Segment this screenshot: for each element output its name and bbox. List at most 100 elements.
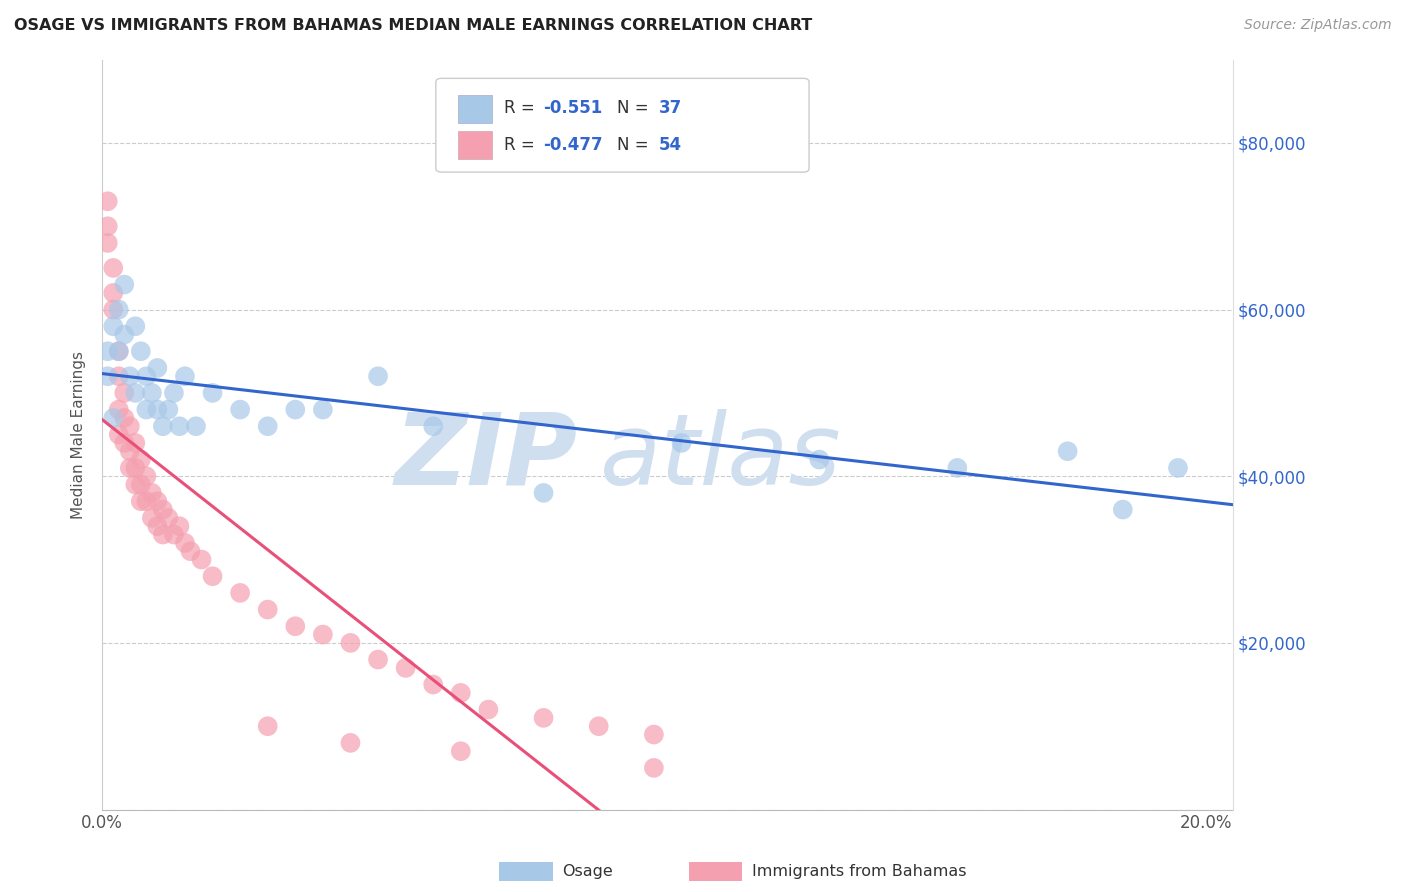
Point xyxy=(256,602,278,616)
Point xyxy=(146,494,169,508)
Point xyxy=(229,586,252,600)
Point xyxy=(395,661,418,675)
Point xyxy=(643,727,665,741)
Point xyxy=(339,636,361,650)
Text: Osage: Osage xyxy=(562,864,613,879)
Point xyxy=(135,494,157,508)
Point xyxy=(112,277,135,292)
Text: Source: ZipAtlas.com: Source: ZipAtlas.com xyxy=(1244,18,1392,32)
Point xyxy=(103,260,125,275)
Point xyxy=(256,419,278,434)
FancyBboxPatch shape xyxy=(436,78,808,172)
Point xyxy=(284,402,307,417)
Point xyxy=(643,761,665,775)
Point xyxy=(367,369,389,384)
Point xyxy=(201,385,224,400)
Point xyxy=(103,319,125,334)
Point xyxy=(284,619,307,633)
Point xyxy=(97,369,120,384)
Point xyxy=(118,419,141,434)
Point xyxy=(1112,502,1135,516)
Point xyxy=(107,427,129,442)
Point xyxy=(152,527,174,541)
Point xyxy=(157,511,180,525)
Point xyxy=(422,419,444,434)
Point xyxy=(97,235,120,250)
Point xyxy=(141,385,163,400)
Point xyxy=(808,452,831,467)
Point xyxy=(112,327,135,342)
Point xyxy=(146,519,169,533)
Point xyxy=(201,569,224,583)
Point xyxy=(97,194,120,209)
Point xyxy=(174,536,197,550)
Point xyxy=(129,494,152,508)
FancyBboxPatch shape xyxy=(458,95,492,123)
Point xyxy=(107,369,129,384)
Point xyxy=(124,477,146,491)
Point xyxy=(256,719,278,733)
Point xyxy=(157,402,180,417)
Text: 37: 37 xyxy=(658,99,682,117)
Point xyxy=(141,486,163,500)
Point xyxy=(107,402,129,417)
Point xyxy=(450,744,472,758)
Point xyxy=(422,677,444,691)
Text: R =: R = xyxy=(503,136,540,154)
Point xyxy=(118,461,141,475)
Point xyxy=(103,411,125,425)
Point xyxy=(112,436,135,450)
Point xyxy=(141,511,163,525)
Point xyxy=(112,385,135,400)
Point xyxy=(946,461,969,475)
Point xyxy=(1056,444,1078,458)
Point xyxy=(112,411,135,425)
FancyBboxPatch shape xyxy=(458,131,492,160)
Point xyxy=(118,444,141,458)
Point xyxy=(152,419,174,434)
Point xyxy=(146,402,169,417)
Point xyxy=(97,219,120,234)
Point xyxy=(163,385,186,400)
Point xyxy=(124,461,146,475)
Text: -0.477: -0.477 xyxy=(543,136,603,154)
Point xyxy=(107,302,129,317)
Point xyxy=(107,344,129,359)
Point xyxy=(450,686,472,700)
Point xyxy=(588,719,610,733)
Point xyxy=(135,369,157,384)
Text: N =: N = xyxy=(617,136,654,154)
Point xyxy=(184,419,207,434)
Point xyxy=(312,627,335,641)
Point xyxy=(97,344,120,359)
Point xyxy=(129,344,152,359)
Text: Immigrants from Bahamas: Immigrants from Bahamas xyxy=(752,864,967,879)
Point xyxy=(312,402,335,417)
Point xyxy=(179,544,201,558)
Point xyxy=(1167,461,1189,475)
Point xyxy=(146,360,169,375)
Point xyxy=(367,652,389,666)
Point xyxy=(107,344,129,359)
Point xyxy=(135,469,157,483)
Point xyxy=(124,385,146,400)
Point xyxy=(124,436,146,450)
Point xyxy=(169,419,191,434)
Point xyxy=(135,402,157,417)
Point xyxy=(169,519,191,533)
Text: R =: R = xyxy=(503,99,540,117)
Text: OSAGE VS IMMIGRANTS FROM BAHAMAS MEDIAN MALE EARNINGS CORRELATION CHART: OSAGE VS IMMIGRANTS FROM BAHAMAS MEDIAN … xyxy=(14,18,813,33)
Point xyxy=(190,552,212,566)
Point xyxy=(129,452,152,467)
Text: atlas: atlas xyxy=(600,409,841,506)
Point xyxy=(671,436,693,450)
Point xyxy=(533,486,555,500)
Point xyxy=(103,302,125,317)
Point xyxy=(129,477,152,491)
Point xyxy=(339,736,361,750)
Point xyxy=(163,527,186,541)
Point xyxy=(229,402,252,417)
Text: -0.551: -0.551 xyxy=(543,99,603,117)
Text: ZIP: ZIP xyxy=(394,409,578,506)
Point xyxy=(103,285,125,300)
